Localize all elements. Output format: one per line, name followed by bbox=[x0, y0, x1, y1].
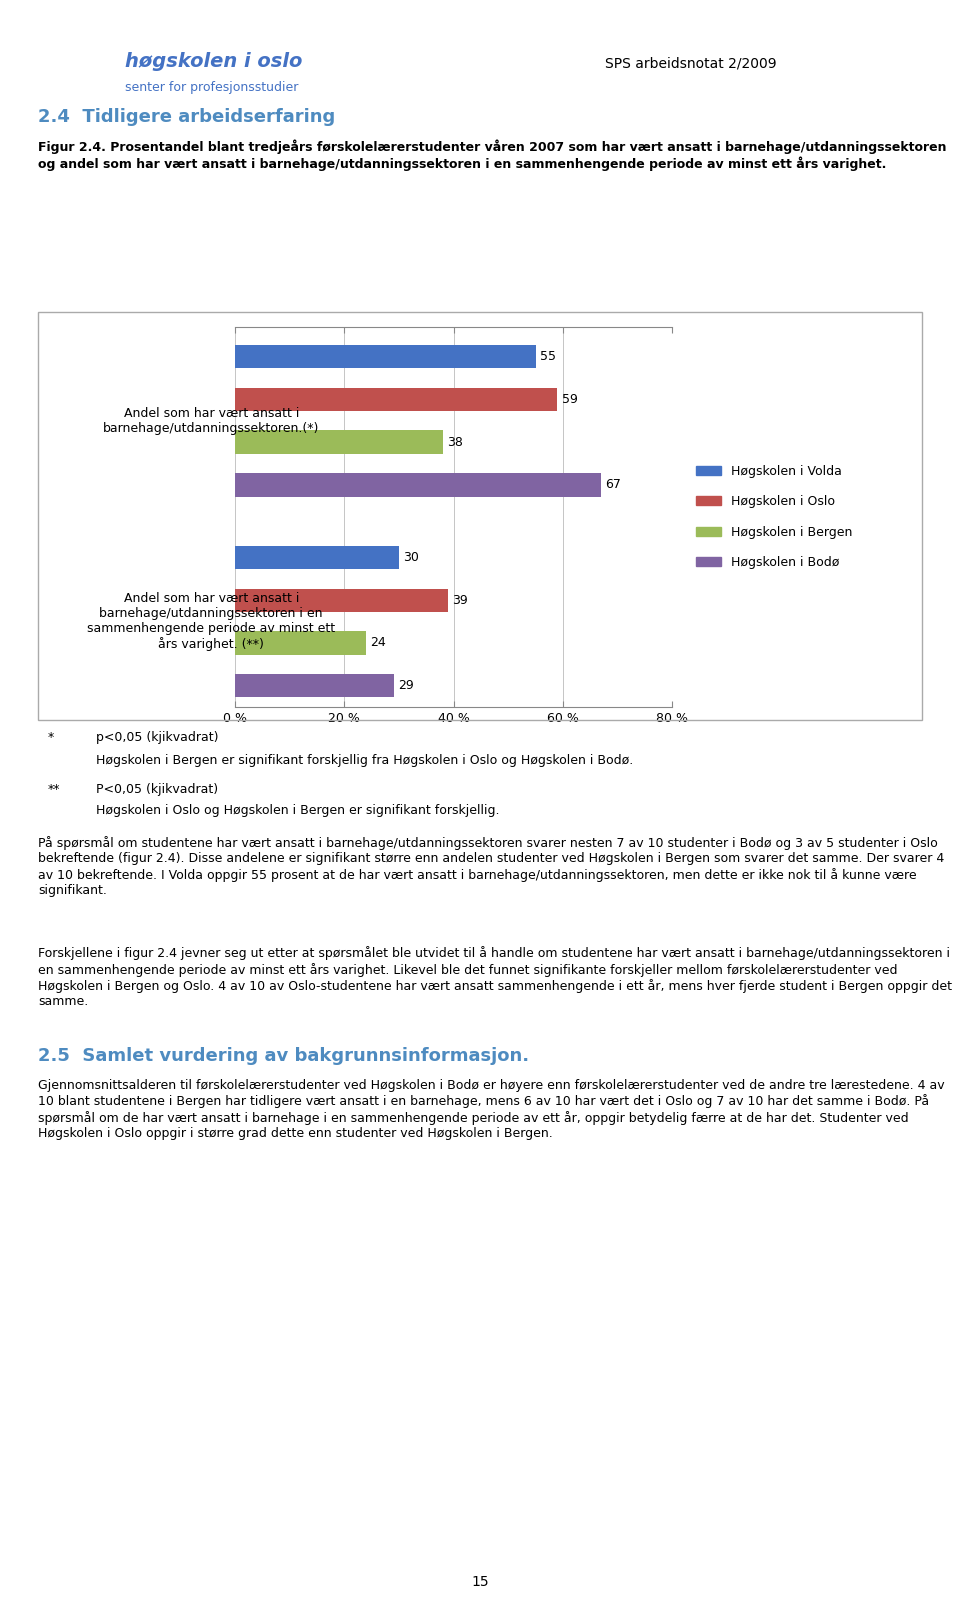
Text: Forskjellene i figur 2.4 jevner seg ut etter at spørsmålet ble utvidet til å han: Forskjellene i figur 2.4 jevner seg ut e… bbox=[38, 947, 952, 1008]
Text: 2.4  Tidligere arbeidserfaring: 2.4 Tidligere arbeidserfaring bbox=[38, 108, 336, 126]
Text: 59: 59 bbox=[562, 393, 578, 406]
Text: Høgskolen i Oslo og Høgskolen i Bergen er signifikant forskjellig.: Høgskolen i Oslo og Høgskolen i Bergen e… bbox=[96, 804, 499, 817]
Bar bbox=[235, 545, 399, 570]
Bar bbox=[235, 631, 367, 655]
Text: Andel som har vært ansatt i
barnehage/utdanningssektoren i en
sammenhengende per: Andel som har vært ansatt i barnehage/ut… bbox=[87, 592, 335, 650]
Text: **: ** bbox=[48, 783, 60, 796]
Text: På spørsmål om studentene har vært ansatt i barnehage/utdanningssektoren svarer : På spørsmål om studentene har vært ansat… bbox=[38, 837, 945, 896]
Text: 38: 38 bbox=[447, 435, 463, 448]
Text: senter for profesjonsstudier: senter for profesjonsstudier bbox=[125, 81, 299, 94]
Bar bbox=[235, 675, 394, 697]
Text: Høgskolen i Bergen er signifikant forskjellig fra Høgskolen i Oslo og Høgskolen : Høgskolen i Bergen er signifikant forskj… bbox=[96, 754, 634, 767]
Text: P<0,05 (kjikvadrat): P<0,05 (kjikvadrat) bbox=[96, 783, 218, 796]
Text: p<0,05 (kjikvadrat): p<0,05 (kjikvadrat) bbox=[96, 731, 219, 744]
Text: 55: 55 bbox=[540, 349, 556, 364]
Text: 29: 29 bbox=[397, 680, 414, 693]
Bar bbox=[235, 430, 443, 455]
Text: 2.5  Samlet vurdering av bakgrunnsinformasjon.: 2.5 Samlet vurdering av bakgrunnsinforma… bbox=[38, 1047, 530, 1065]
Text: SPS arbeidsnotat 2/2009: SPS arbeidsnotat 2/2009 bbox=[605, 57, 777, 71]
Text: Gjennomsnittsalderen til førskolelærerstudenter ved Høgskolen i Bodø er høyere e: Gjennomsnittsalderen til førskolelærerst… bbox=[38, 1079, 945, 1139]
Bar bbox=[235, 589, 448, 612]
Text: Figur 2.4. Prosentandel blant tredjeårs førskolelærerstudenter våren 2007 som ha: Figur 2.4. Prosentandel blant tredjeårs … bbox=[38, 139, 947, 170]
Text: 15: 15 bbox=[471, 1574, 489, 1589]
Bar bbox=[235, 472, 601, 497]
Bar bbox=[235, 345, 536, 369]
Text: 67: 67 bbox=[606, 479, 621, 492]
Legend: Høgskolen i Volda, Høgskolen i Oslo, Høgskolen i Bergen, Høgskolen i Bodø: Høgskolen i Volda, Høgskolen i Oslo, Høg… bbox=[696, 464, 852, 570]
Text: 24: 24 bbox=[371, 636, 386, 649]
Text: 30: 30 bbox=[403, 552, 420, 565]
Text: 39: 39 bbox=[452, 594, 468, 607]
Text: høgskolen i oslo: høgskolen i oslo bbox=[125, 52, 302, 71]
Bar bbox=[235, 388, 558, 411]
Text: Andel som har vært ansatt i
barnehage/utdanningssektoren.(*): Andel som har vært ansatt i barnehage/ut… bbox=[103, 406, 320, 435]
Text: *: * bbox=[48, 731, 55, 744]
